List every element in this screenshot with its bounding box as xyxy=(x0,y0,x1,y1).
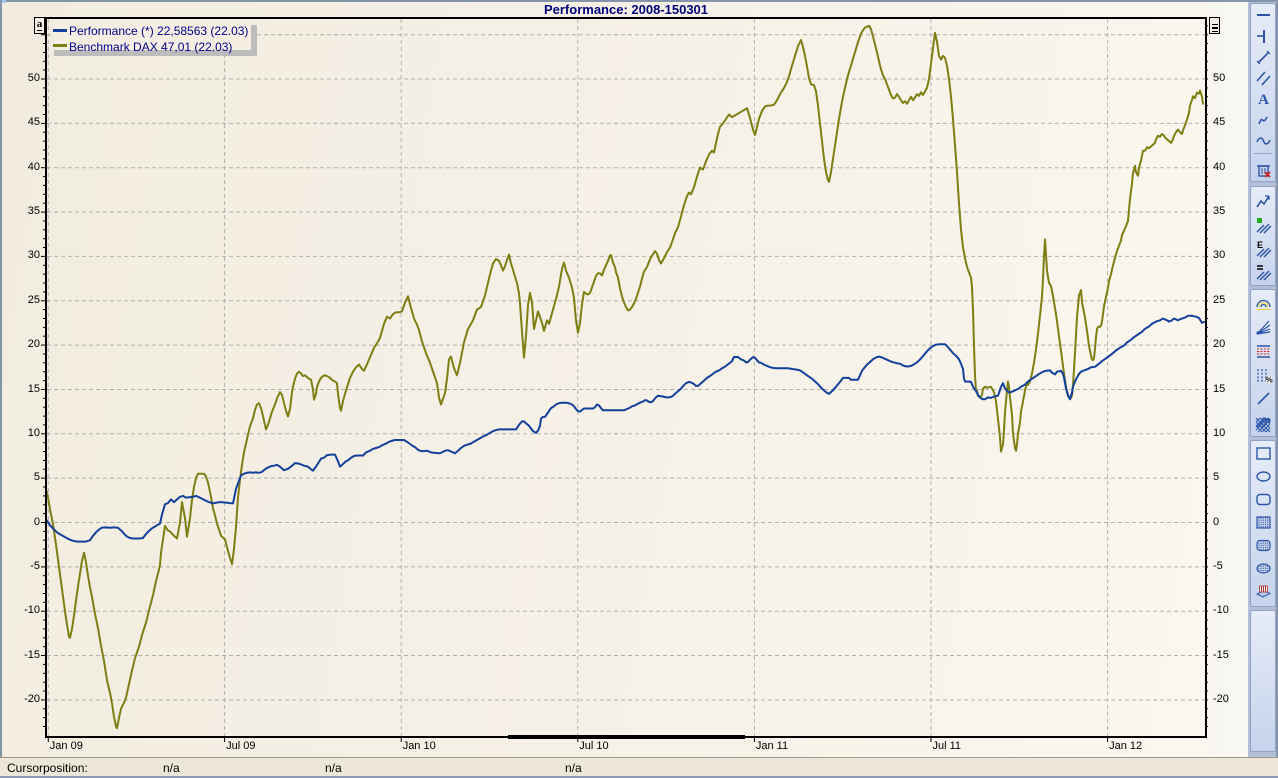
svg-text:E: E xyxy=(1257,240,1263,250)
svg-text:A: A xyxy=(1258,92,1269,108)
svg-text:%: % xyxy=(1265,376,1272,385)
